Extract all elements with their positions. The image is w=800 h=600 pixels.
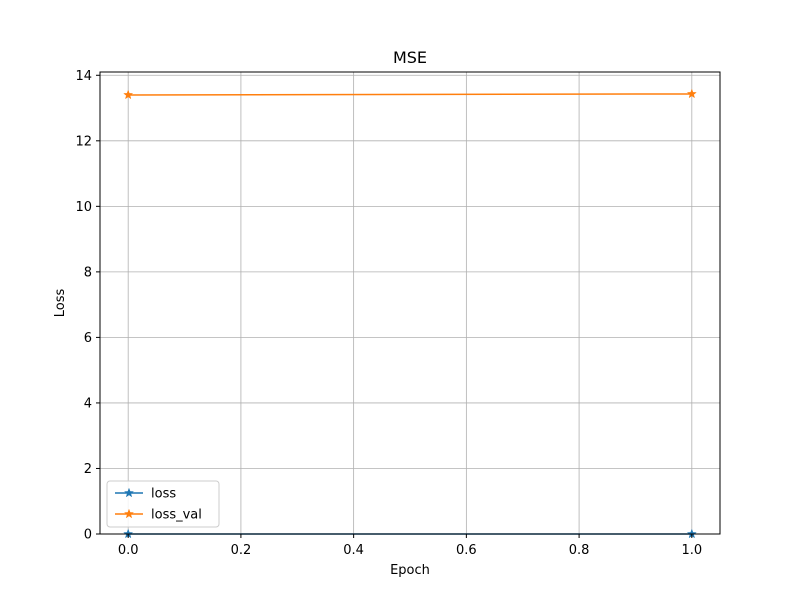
y-axis-ticks: 0 2 4 6 8 10 12 14 <box>75 69 100 543</box>
y-tick-label: 0 <box>84 528 92 543</box>
legend: loss loss_val <box>106 480 220 528</box>
x-tick-label: 0.2 <box>231 543 252 558</box>
plot-frame <box>99 71 721 535</box>
x-tick-label: 1.0 <box>681 543 702 558</box>
x-axis-label: Epoch <box>390 563 430 578</box>
y-tick-label: 6 <box>84 331 92 346</box>
grid <box>100 72 720 535</box>
y-tick-label: 8 <box>84 265 92 280</box>
data-point-loss_val <box>686 88 697 99</box>
y-tick-label: 10 <box>75 200 92 215</box>
x-tick-label: 0.0 <box>118 543 139 558</box>
legend-marker-loss_val <box>123 508 135 519</box>
series-line-loss_val <box>128 93 692 96</box>
data-point-loss_val <box>123 89 134 100</box>
y-tick-label: 12 <box>75 134 92 149</box>
legend-label-loss: loss <box>151 487 176 502</box>
legend-marker-loss <box>123 487 135 498</box>
x-tick-label: 0.6 <box>456 543 477 558</box>
y-tick-label: 14 <box>75 69 92 84</box>
legend-label-loss_val: loss_val <box>151 508 202 523</box>
x-axis-ticks: 0.0 0.2 0.4 0.6 0.8 1.0 <box>118 534 702 558</box>
chart-title: MSE <box>393 48 427 67</box>
y-tick-label: 4 <box>84 396 92 411</box>
y-axis-label: Loss <box>53 289 68 318</box>
x-tick-label: 0.8 <box>569 543 590 558</box>
y-tick-label: 2 <box>84 462 92 477</box>
x-tick-label: 0.4 <box>343 543 364 558</box>
